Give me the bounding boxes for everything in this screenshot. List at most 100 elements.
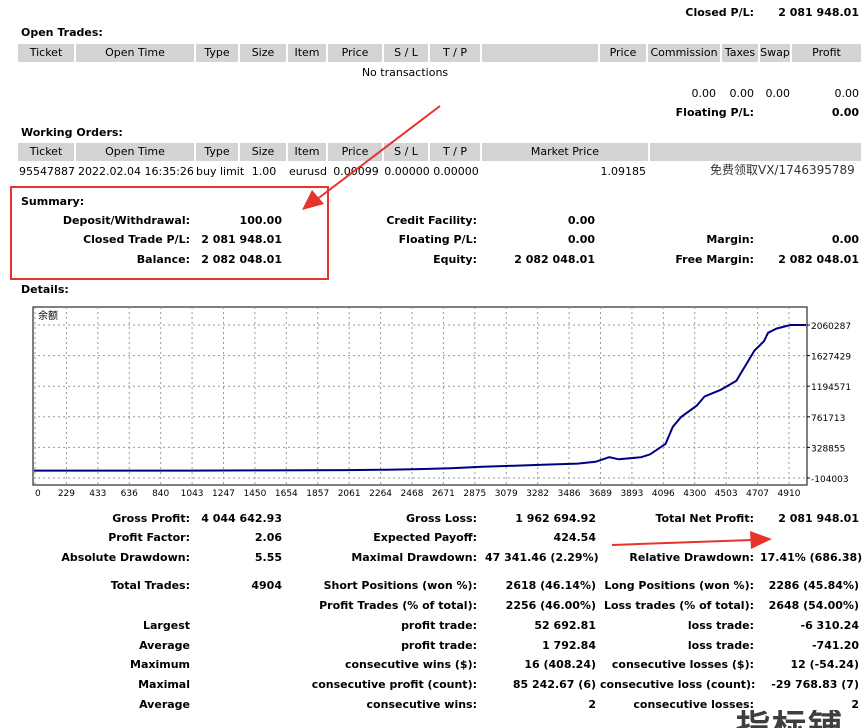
- stat-row-mid-value: 52 692.81: [534, 619, 596, 632]
- profit-factor-value: 2.06: [254, 531, 282, 544]
- x-tick-label: 3689: [589, 489, 612, 499]
- open-trades-col-header: [482, 44, 600, 62]
- stat-row-mid-value: 16 (408.24): [524, 658, 596, 671]
- working-orders-col-header: T / P: [430, 143, 482, 161]
- x-tick-label: 3079: [495, 489, 518, 499]
- y-tick-label: 1194571: [811, 383, 851, 393]
- gross-profit-value: 4 044 642.93: [201, 512, 282, 525]
- x-tick-label: 3893: [620, 489, 643, 499]
- credit-value: 0.00: [567, 214, 595, 227]
- free-margin-value: 2 082 048.01: [778, 253, 859, 266]
- summary-title: Summary:: [21, 195, 85, 208]
- margin-label: Margin:: [706, 233, 754, 246]
- open-trades-col-header: Price: [600, 44, 648, 62]
- open-trades-col-header: Ticket: [18, 44, 76, 62]
- gross-profit-label: Gross Profit:: [112, 512, 190, 525]
- y-tick-label: 761713: [811, 414, 845, 424]
- short-pos-value: 2618 (46.14%): [505, 579, 596, 592]
- working-orders-col-header: Item: [288, 143, 328, 161]
- open-trades-col-header: Item: [288, 44, 328, 62]
- x-tick-label: 4096: [652, 489, 675, 499]
- table-cell: 1.00: [251, 165, 277, 178]
- x-tick-label: 636: [121, 489, 138, 499]
- total-trades-value: 4904: [251, 579, 282, 592]
- total-trades-label: Total Trades:: [110, 579, 190, 592]
- stat-row-right-value: -741.20: [811, 639, 859, 652]
- x-tick-label: 2061: [338, 489, 361, 499]
- working-orders-col-header: Price: [328, 143, 384, 161]
- chart-legend: 余额: [38, 309, 58, 322]
- working-orders-col-header: S / L: [384, 143, 430, 161]
- expected-payoff-label: Expected Payoff:: [373, 531, 477, 544]
- rel-drawdown-label: Relative Drawdown:: [629, 551, 754, 564]
- balance-value: 2 082 048.01: [201, 253, 282, 266]
- x-tick-label: 4910: [778, 489, 801, 499]
- x-tick-label: 1857: [306, 489, 329, 499]
- stat-row-left-label: Largest: [143, 619, 190, 632]
- stat-row-left-label: Average: [139, 639, 190, 652]
- open-trades-col-header: Open Time: [76, 44, 196, 62]
- max-drawdown-value: 47 341.46 (2.29%): [485, 551, 599, 564]
- x-tick-label: 4707: [746, 489, 769, 499]
- gross-loss-value: 1 962 694.92: [515, 512, 596, 525]
- closed-pl-label: Closed P/L:: [685, 6, 754, 19]
- stat-row-mid-label: profit trade:: [401, 619, 477, 632]
- equity-value: 2 082 048.01: [514, 253, 595, 266]
- stat-row-right-label: consecutive loss (count):: [600, 678, 756, 691]
- x-tick-label: 4300: [683, 489, 706, 499]
- expected-payoff-value: 424.54: [553, 531, 596, 544]
- table-cell: eurusd: [289, 165, 327, 178]
- loss-trades-value: 2648 (54.00%): [768, 599, 859, 612]
- open-floating-label: Floating P/L:: [675, 106, 754, 119]
- logo-text: 指标铺: [736, 710, 864, 728]
- deposit-label: Deposit/Withdrawal:: [62, 214, 190, 227]
- abs-drawdown-label: Absolute Drawdown:: [61, 551, 190, 564]
- stat-row-right-value: -29 768.83 (7): [771, 678, 859, 691]
- max-drawdown-label: Maximal Drawdown:: [351, 551, 477, 564]
- free-margin-label: Free Margin:: [675, 253, 754, 266]
- open-trades-col-header: Profit: [792, 44, 863, 62]
- stat-row-mid-label: profit trade:: [401, 639, 477, 652]
- x-tick-label: 0: [35, 489, 41, 499]
- open-trades-col-header: T / P: [430, 44, 482, 62]
- stat-row-right-label: loss trade:: [687, 619, 754, 632]
- x-tick-label: 2671: [432, 489, 455, 499]
- open-trades-col-header: Commission: [648, 44, 722, 62]
- open-trades-col-header: Taxes: [722, 44, 760, 62]
- profit-trades-value: 2256 (46.00%): [505, 599, 596, 612]
- logo-watermark: 指标铺: [736, 710, 864, 728]
- loss-trades-label: Loss trades (% of total):: [603, 599, 754, 612]
- gross-loss-label: Gross Loss:: [406, 512, 477, 525]
- y-tick-label: 328855: [811, 444, 845, 454]
- no-transactions-text: No transactions: [361, 66, 449, 79]
- stat-row-right-label: consecutive losses ($):: [611, 658, 754, 671]
- profit-trades-label: Profit Trades (% of total):: [319, 599, 477, 612]
- total-net-value: 2 081 948.01: [778, 512, 859, 525]
- total-net-label: Total Net Profit:: [655, 512, 755, 525]
- x-tick-label: 2875: [463, 489, 486, 499]
- table-cell: 2022.02.04 16:35:26: [78, 165, 194, 178]
- equity-label: Equity:: [433, 253, 477, 266]
- abs-drawdown-value: 5.55: [254, 551, 282, 564]
- long-pos-label: Long Positions (won %):: [604, 579, 754, 592]
- x-tick-label: 433: [89, 489, 106, 499]
- details-title: Details:: [21, 283, 69, 296]
- rel-drawdown-value: 17.41% (686.38): [760, 551, 863, 564]
- stat-row-left-label: Maximal: [138, 678, 190, 691]
- long-pos-value: 2286 (45.84%): [768, 579, 859, 592]
- total-profit: 0.00: [834, 87, 860, 100]
- margin-value: 0.00: [831, 233, 859, 246]
- stat-row-mid-value: 85 242.67 (6): [512, 678, 596, 691]
- stat-row-left-label: Maximum: [130, 658, 190, 671]
- closed-trade-value: 2 081 948.01: [201, 233, 282, 246]
- floating-value: 0.00: [567, 233, 595, 246]
- annotation-arrowhead-1: [302, 190, 324, 210]
- total-commission: 0.00: [691, 87, 717, 100]
- open-trades-col-header: Swap: [760, 44, 792, 62]
- table-cell: buy limit: [196, 165, 245, 178]
- x-tick-label: 3282: [526, 489, 549, 499]
- deposit-value: 100.00: [239, 214, 282, 227]
- watermark-text: 免费领取VX/1746395789: [710, 163, 855, 177]
- x-tick-label: 840: [152, 489, 169, 499]
- open-trades-title: Open Trades:: [21, 26, 103, 39]
